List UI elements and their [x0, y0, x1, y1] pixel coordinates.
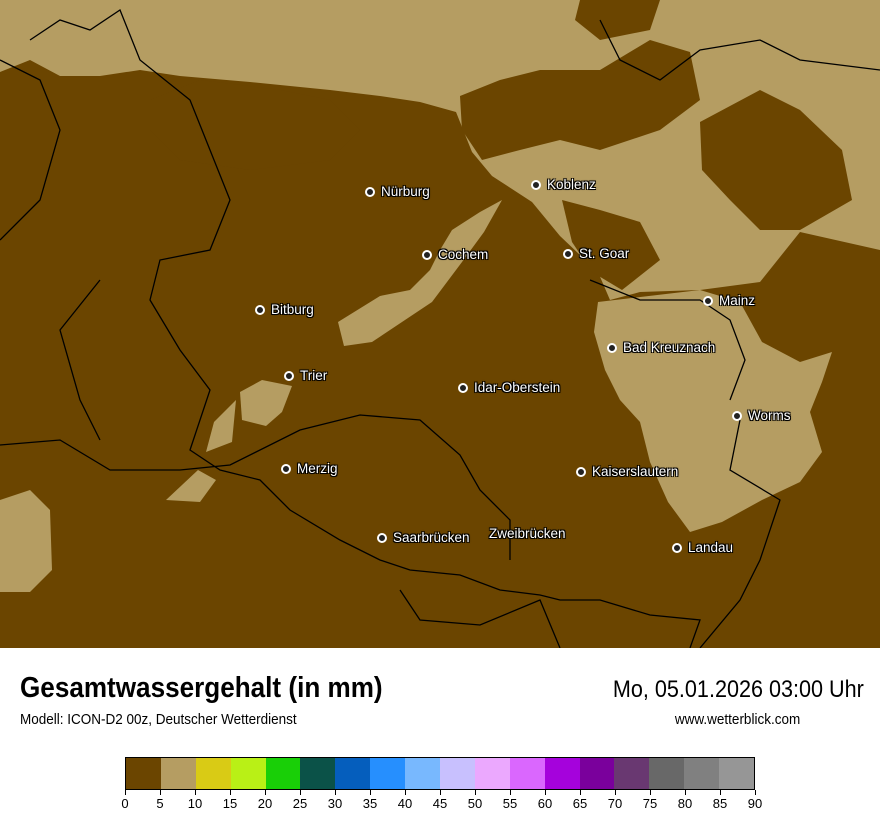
legend-tick-label: 70 [607, 796, 623, 811]
city-dot-icon [672, 542, 682, 553]
legend-tick-label: 80 [677, 796, 693, 811]
light-area-trier [240, 380, 292, 426]
legend-ticks: 0 5 10 15 20 25 30 35 40 45 50 55 60 65 70 75 80 85 90 [121, 790, 762, 820]
city-idar-oberstein: Idar-Oberstein [458, 380, 560, 395]
city-dot-icon [531, 179, 541, 190]
legend-tick-mark [754, 790, 756, 795]
city-bitburg: Bitburg [255, 302, 314, 317]
legend-swatch [474, 758, 510, 789]
city-kaiserslautern: Kaiserslautern [576, 464, 678, 479]
weather-map [0, 0, 880, 648]
legend-tick-label: 45 [432, 796, 448, 811]
light-area-southwest [0, 490, 52, 592]
forecast-datetime: Mo, 05.01.2026 03:00 Uhr [613, 676, 864, 703]
legend-tick-mark [649, 790, 651, 795]
legend-tick-mark [684, 790, 686, 795]
legend-swatch [195, 758, 231, 789]
city-dot-icon [422, 249, 432, 260]
legend-swatch [230, 758, 266, 789]
city-dot-icon [365, 186, 375, 197]
city-koblenz: Koblenz [531, 177, 596, 192]
legend-tick-mark [404, 790, 406, 795]
legend-swatch [126, 758, 161, 789]
legend-tick-label: 15 [222, 796, 238, 811]
legend-tick-label: 85 [712, 796, 728, 811]
city-dot-icon [284, 370, 294, 381]
page-title: Gesamtwassergehalt (in mm) [20, 672, 383, 704]
city-landau: Landau [672, 540, 733, 555]
legend-tick-mark [159, 790, 161, 795]
legend-swatch [614, 758, 650, 789]
legend-swatch [684, 758, 720, 789]
city-merzig: Merzig [281, 461, 338, 476]
legend-tick-mark [544, 790, 546, 795]
legend-swatch [265, 758, 301, 789]
legend-swatch [335, 758, 371, 789]
legend-swatch [440, 758, 475, 789]
legend-swatch [719, 758, 755, 789]
legend-swatch [544, 758, 580, 789]
city-trier: Trier [284, 368, 327, 383]
legend-tick-label: 55 [502, 796, 518, 811]
city-nuerburg: Nürburg [365, 184, 430, 199]
legend-tick-mark [509, 790, 511, 795]
city-dot-icon [458, 382, 468, 393]
legend-swatch [509, 758, 545, 789]
city-dot-icon [281, 463, 291, 474]
legend-tick-mark [369, 790, 371, 795]
legend-swatch [300, 758, 336, 789]
legend-tick-mark [229, 790, 231, 795]
city-dot-icon [607, 342, 617, 353]
legend-tick-label: 50 [467, 796, 483, 811]
light-area-rheinhessen [594, 290, 832, 532]
legend-tick-mark [614, 790, 616, 795]
model-subtitle: Modell: ICON-D2 00z, Deutscher Wetterdie… [20, 711, 297, 728]
legend-tick-label: 10 [187, 796, 203, 811]
legend-tick-mark [719, 790, 721, 795]
borders [0, 9, 880, 648]
city-dot-icon [703, 295, 713, 306]
website-label: www.wetterblick.com [674, 711, 800, 728]
legend-tick-label: 40 [397, 796, 413, 811]
light-area-saar [206, 400, 236, 452]
legend-tick-label: 25 [292, 796, 308, 811]
city-mainz: Mainz [703, 293, 755, 308]
legend-tick-label: 35 [362, 796, 378, 811]
legend-tick-label: 60 [537, 796, 553, 811]
legend-tick-label: 65 [572, 796, 588, 811]
legend-tick-label: 0 [121, 796, 129, 811]
legend-swatch [649, 758, 685, 789]
light-area-mosel [338, 200, 502, 346]
legend-tick-label: 5 [156, 796, 164, 811]
legend-tick-mark [579, 790, 581, 795]
city-dot-icon [255, 304, 265, 315]
legend-swatch [579, 758, 615, 789]
legend-tick-mark [194, 790, 196, 795]
city-dot-icon [377, 532, 387, 543]
city-worms: Worms [732, 408, 791, 423]
city-dot-icon [576, 466, 586, 477]
color-legend [125, 757, 755, 790]
city-saarbruecken: Saarbrücken [377, 530, 470, 545]
city-st-goar: St. Goar [563, 246, 629, 261]
legend-tick-label: 30 [327, 796, 343, 811]
legend-swatch [405, 758, 441, 789]
legend-tick-mark [474, 790, 476, 795]
city-bad-kreuznach: Bad Kreuznach [607, 340, 715, 355]
legend-tick-label: 75 [642, 796, 658, 811]
legend-tick-mark [299, 790, 301, 795]
city-dot-icon [732, 410, 742, 421]
legend-tick-mark [439, 790, 441, 795]
legend-tick-mark [334, 790, 336, 795]
legend-tick-label: 90 [747, 796, 763, 811]
legend-tick-label: 20 [257, 796, 273, 811]
legend-tick-mark [124, 790, 126, 795]
city-zweibruecken: Zweibrücken [489, 526, 566, 541]
light-area-merzig [166, 470, 216, 502]
legend-tick-mark [264, 790, 266, 795]
legend-swatch [160, 758, 196, 789]
city-cochem: Cochem [422, 247, 488, 262]
legend-swatch [370, 758, 406, 789]
city-dot-icon [563, 248, 573, 259]
